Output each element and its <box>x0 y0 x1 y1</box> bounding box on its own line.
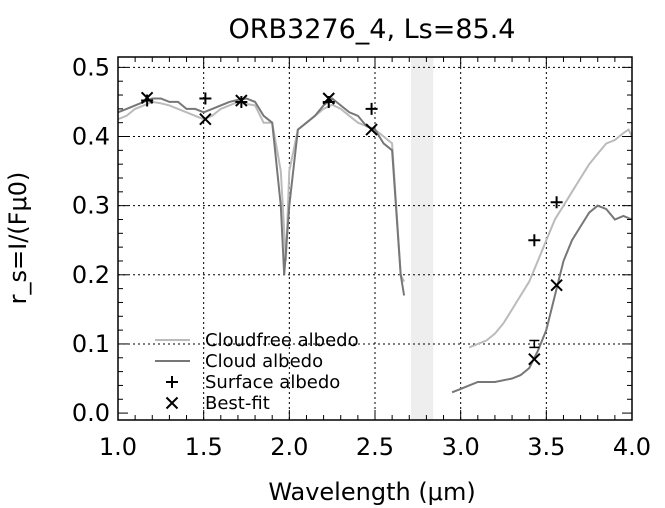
y-axis-label: r_s=I/(Fμ0) <box>4 172 32 305</box>
series-line-cloudfree-albedo <box>117 100 405 283</box>
best-fit-point <box>322 92 335 105</box>
surface-albedo-point <box>199 92 212 105</box>
best-fit-point <box>365 123 378 136</box>
y-tick-label: 0.5 <box>72 53 110 81</box>
x-tick-label: 3.0 <box>442 433 480 461</box>
y-tick-label: 0.4 <box>72 123 110 151</box>
x-tick-label: 2.0 <box>270 433 308 461</box>
x-tick-label: 3.5 <box>527 433 565 461</box>
series-line-cloud-albedo <box>451 204 633 394</box>
series-line-cloudfree-albedo <box>468 128 633 349</box>
legend-marker-plus <box>166 376 178 388</box>
legend-label: Best-fit <box>205 393 270 414</box>
y-tick-label: 0.0 <box>72 399 110 427</box>
legend-label: Surface albedo <box>205 372 340 393</box>
legend-label: Cloudfree albedo <box>205 330 359 351</box>
surface-albedo-point <box>365 102 378 115</box>
legend-label: Cloud albedo <box>205 351 323 372</box>
x-tick-label: 4.0 <box>613 433 651 461</box>
best-fit-point <box>199 113 212 126</box>
x-tick-label: 1.5 <box>185 433 223 461</box>
y-tick-label: 0.3 <box>72 192 110 220</box>
best-fit-point <box>550 278 563 292</box>
y-tick-label: 0.1 <box>72 330 110 358</box>
chart-title: ORB3276_4, Ls=85.4 <box>229 14 516 45</box>
surface-albedo-point <box>550 196 563 209</box>
best-fit-point <box>528 352 541 366</box>
x-tick-label: 1.0 <box>99 433 137 461</box>
shaded-band <box>410 57 434 420</box>
y-tick-label: 0.2 <box>72 261 110 289</box>
x-tick-label: 2.5 <box>356 433 394 461</box>
best-fit-point <box>235 94 248 107</box>
legend-marker-x <box>165 396 179 410</box>
x-axis-label: Wavelength (μm) <box>268 478 475 506</box>
plot-area: 1.0 1.5 2.0 2.5 3.0 3.5 4.0 0.0 0.1 0.2 0.3 0.4 0.5 <box>72 53 651 461</box>
best-fit-point <box>140 91 154 105</box>
series-line-cloud-albedo <box>117 97 406 296</box>
surface-albedo-point <box>528 234 541 247</box>
